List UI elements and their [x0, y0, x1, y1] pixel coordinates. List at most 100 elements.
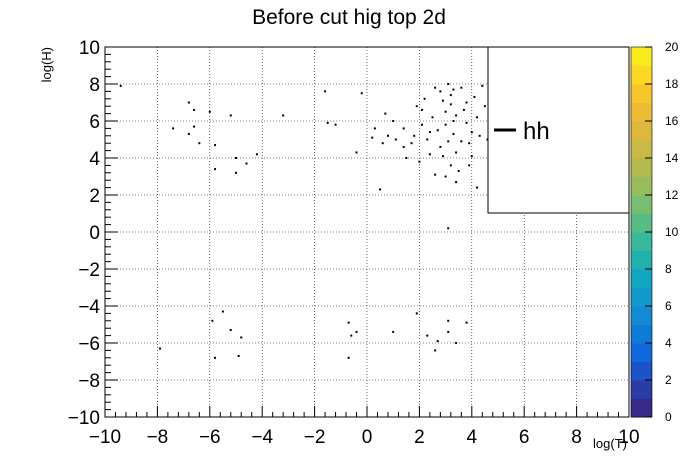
colorbar-segment — [631, 121, 652, 140]
colorbar-labels: 0 2 4 6 8 10 12 14 16 18 20 — [645, 40, 679, 424]
data-point — [449, 164, 452, 167]
data-point — [447, 140, 450, 143]
data-point — [423, 97, 426, 100]
data-point — [455, 114, 458, 117]
data-point — [434, 173, 437, 176]
data-point — [245, 162, 248, 165]
data-point — [468, 142, 471, 145]
data-point — [405, 157, 408, 159]
data-point — [470, 131, 473, 134]
colorbar-segment — [631, 195, 652, 214]
x-tick-label: 6 — [519, 427, 530, 448]
colorbar-tick-label: 8 — [665, 262, 672, 276]
x-tick-labels: −10 −8 −6 −4 −2 0 2 4 6 8 10 — [89, 427, 640, 448]
data-point — [465, 101, 468, 104]
colorbar — [630, 46, 653, 418]
data-point — [426, 138, 429, 141]
data-point — [478, 134, 481, 137]
data-point — [355, 330, 358, 333]
data-point — [468, 164, 471, 167]
data-point — [441, 155, 444, 158]
colorbar-segment — [631, 84, 652, 103]
data-point — [235, 171, 237, 174]
data-point — [421, 108, 424, 111]
data-point — [465, 321, 468, 324]
data-points — [119, 83, 489, 359]
colorbar-segment — [631, 139, 652, 159]
data-point — [355, 151, 358, 154]
y-tick-label: −8 — [78, 371, 100, 392]
data-point — [444, 123, 447, 126]
data-point — [373, 127, 376, 130]
x-tick-label: 2 — [414, 427, 425, 448]
data-point — [455, 151, 458, 154]
data-point — [229, 329, 232, 332]
data-point — [119, 84, 122, 87]
data-point — [465, 121, 468, 124]
colorbar-segment — [631, 361, 652, 381]
data-point — [418, 160, 421, 163]
data-point — [473, 95, 476, 98]
data-point — [444, 110, 447, 113]
data-point — [255, 153, 258, 156]
data-point — [447, 319, 450, 322]
data-point — [326, 121, 329, 124]
colorbar-tick-label: 14 — [665, 151, 679, 165]
data-point — [452, 132, 455, 135]
colorbar-segment — [631, 232, 652, 251]
data-point — [413, 134, 416, 137]
y-tick-label: 4 — [89, 149, 100, 170]
x-tick-label: −8 — [147, 427, 169, 448]
data-point — [208, 110, 211, 113]
colorbar-tick-label: 16 — [665, 114, 679, 128]
data-point — [214, 168, 217, 171]
y-tick-labels: −10 −8 −6 −4 −2 0 2 4 6 8 10 — [68, 38, 101, 429]
colorbar-segment — [631, 287, 652, 307]
data-point — [229, 114, 232, 117]
x-tick-label: 10 — [618, 427, 639, 448]
data-point — [455, 181, 458, 184]
data-point — [483, 105, 486, 108]
x-tick-label: 8 — [571, 427, 582, 448]
data-point — [402, 127, 405, 130]
y-tick-label: −4 — [78, 297, 100, 318]
data-point — [428, 131, 431, 134]
data-point — [347, 356, 350, 359]
data-point — [434, 86, 437, 89]
data-point — [347, 321, 350, 324]
x-tick-label: −6 — [199, 427, 221, 448]
data-point — [324, 90, 327, 93]
data-point — [187, 101, 190, 104]
data-point — [402, 145, 405, 148]
colorbar-segment — [631, 213, 652, 233]
data-point — [350, 334, 353, 337]
x-tick-label: −10 — [89, 427, 121, 448]
data-point — [460, 140, 463, 143]
colorbar-segment — [631, 65, 652, 85]
data-point — [449, 103, 452, 106]
data-point — [447, 330, 450, 333]
colorbar-tick-label: 10 — [665, 225, 679, 239]
x-tick-label: −2 — [304, 427, 326, 448]
data-point — [193, 125, 196, 128]
x-tick-label: 4 — [467, 427, 478, 448]
data-point — [381, 142, 384, 145]
data-point — [428, 153, 431, 156]
y-tick-label: 0 — [89, 223, 100, 244]
colorbar-tick-label: 6 — [665, 299, 672, 313]
data-point — [447, 83, 450, 85]
y-tick-label: 6 — [89, 112, 100, 133]
colorbar-tick-label: 0 — [665, 410, 672, 424]
data-point — [476, 186, 479, 189]
data-point — [455, 342, 458, 344]
colorbar-tick-label: 2 — [665, 373, 672, 387]
colorbar-segment — [631, 250, 652, 270]
data-point — [384, 112, 387, 115]
data-point — [214, 356, 217, 359]
data-point — [240, 336, 243, 339]
data-point — [392, 120, 395, 122]
y-tick-label: −2 — [78, 260, 100, 281]
colorbar-segment — [631, 158, 652, 177]
colorbar-tick-label: 12 — [665, 188, 679, 202]
